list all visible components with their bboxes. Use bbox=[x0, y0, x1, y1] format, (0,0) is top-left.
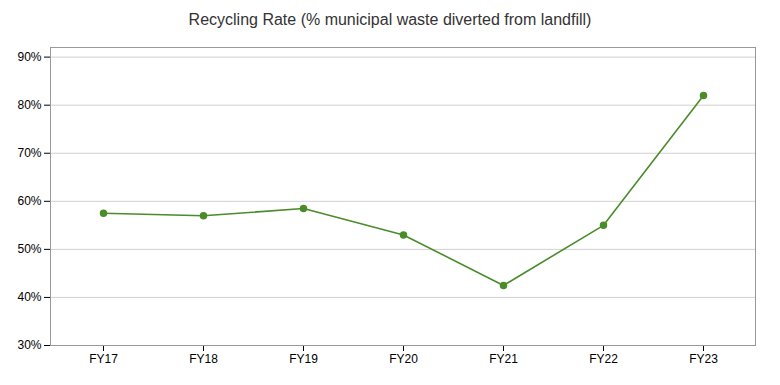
html-text:Recycling Rate (% municipal wa: Recycling Rate (% municipal waste divert… bbox=[188, 11, 592, 28]
svg-text:60%: 60% bbox=[17, 194, 41, 208]
svg-text:90%: 90% bbox=[17, 50, 41, 64]
svg-text:80%: 80% bbox=[17, 98, 41, 112]
svg-text:FY17: FY17 bbox=[89, 352, 118, 366]
svg-text:FY18: FY18 bbox=[189, 352, 218, 366]
svg-text:FY23: FY23 bbox=[689, 352, 718, 366]
svg-text:FY22: FY22 bbox=[589, 352, 618, 366]
svg-text:FY19: FY19 bbox=[289, 352, 318, 366]
svg-text:50%: 50% bbox=[17, 242, 41, 256]
svg-text:40%: 40% bbox=[17, 290, 41, 304]
svg-text:70%: 70% bbox=[17, 146, 41, 160]
svg-text:FY20: FY20 bbox=[389, 352, 418, 366]
svg-text:30%: 30% bbox=[17, 338, 41, 352]
svg-text:FY21: FY21 bbox=[489, 352, 518, 366]
